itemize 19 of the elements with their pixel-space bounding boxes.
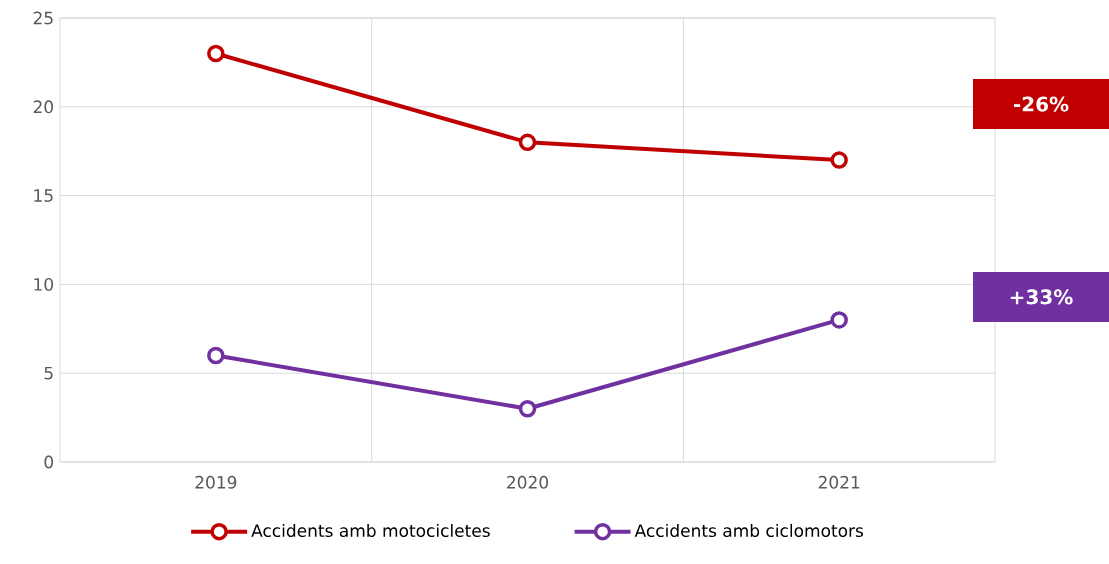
legend-label: Accidents amb motocicletes	[251, 523, 490, 538]
y-tick-label: 10	[34, 277, 53, 291]
legend-label: Accidents amb ciclomotors	[634, 523, 864, 538]
x-tick-label: 2020	[507, 475, 548, 489]
point	[830, 151, 848, 169]
y-tick-label: 5	[44, 366, 53, 380]
text: -26%	[1014, 96, 1069, 112]
y-tick-label: 20	[33, 100, 53, 114]
point	[830, 311, 848, 329]
point	[518, 399, 537, 418]
y-tick-label: 25	[33, 11, 53, 25]
y-tick-label: 0	[44, 455, 54, 469]
y-tick-label: 15	[34, 189, 53, 202]
text: +33%	[1010, 289, 1073, 305]
point	[207, 346, 225, 365]
point	[207, 44, 225, 63]
x-tick-label: 2019	[195, 475, 237, 489]
point	[518, 133, 537, 152]
x-tick-label: 2021	[818, 475, 860, 489]
